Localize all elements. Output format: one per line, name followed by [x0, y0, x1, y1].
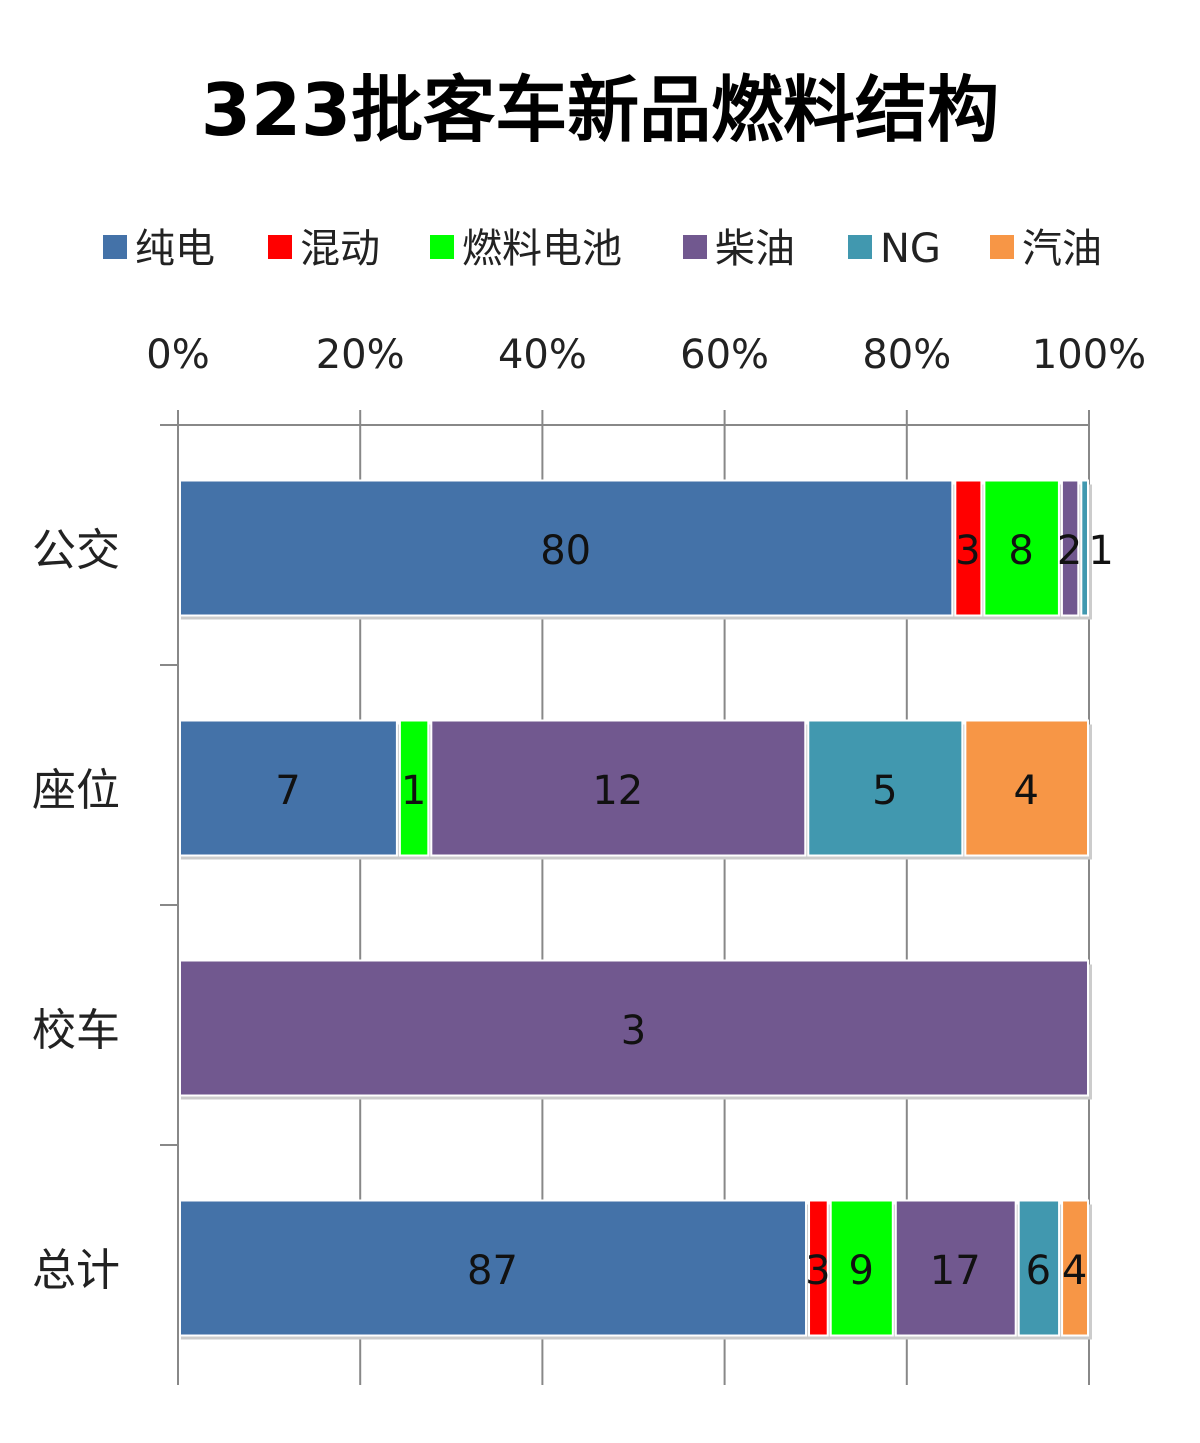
bar-segment — [1080, 479, 1089, 617]
data-label: 80 — [540, 528, 591, 574]
data-label: 17 — [930, 1248, 981, 1294]
bar-segment — [430, 719, 807, 857]
data-label: 4 — [1013, 768, 1038, 814]
bar-segment — [964, 719, 1090, 857]
data-label: 3 — [955, 528, 980, 574]
data-label: 7 — [275, 768, 300, 814]
data-label: 1 — [1088, 528, 1113, 574]
data-label: 6 — [1026, 1248, 1051, 1294]
bar-segment — [894, 1199, 1017, 1337]
bar-segment — [179, 1199, 808, 1337]
data-label: 5 — [872, 768, 897, 814]
bar-segment — [398, 719, 430, 857]
legend-label: 纯电 — [135, 226, 215, 272]
x-tick-label: 80% — [862, 332, 951, 378]
bar-segment — [954, 479, 983, 617]
bar-segment — [1060, 479, 1080, 617]
bar-segment — [808, 1199, 829, 1337]
data-label: 9 — [849, 1248, 874, 1294]
legend-swatch — [430, 235, 454, 259]
legend-swatch — [683, 235, 707, 259]
category-label: 校车 — [32, 1005, 120, 1056]
data-label: 3 — [805, 1248, 830, 1294]
x-tick-label: 20% — [316, 332, 405, 378]
x-tick-label: 100% — [1032, 332, 1146, 378]
legend: 纯电 混动 燃料电池 柴油 NG 汽油 — [103, 226, 1102, 272]
bar-segment — [1061, 1199, 1089, 1337]
x-tick-label: 40% — [498, 332, 587, 378]
legend-label: 柴油 — [715, 226, 795, 272]
legend-swatch — [268, 235, 292, 259]
x-tick-label: 0% — [146, 332, 209, 378]
legend-swatch — [103, 235, 127, 259]
bar-segment — [179, 719, 398, 857]
data-label: 87 — [467, 1248, 518, 1294]
data-label: 1 — [401, 768, 426, 814]
plot-area: 公交 80 3 8 2 1座位 7 1 12 5 4校车 3总计 87 3 9 17 6 4 — [32, 479, 1114, 1340]
legend-label: 混动 — [300, 226, 380, 272]
data-label: 4 — [1062, 1248, 1087, 1294]
bar-segment — [179, 959, 1089, 1097]
legend-label: NG — [880, 226, 941, 272]
bar-segment — [983, 479, 1060, 617]
category-label: 座位 — [32, 765, 120, 816]
x-axis: 0% 20% 40% 60% 80% 100% — [146, 332, 1146, 1385]
bar-segment — [179, 479, 954, 617]
category-label: 总计 — [32, 1245, 120, 1296]
legend-swatch — [848, 235, 872, 259]
data-label: 2 — [1057, 528, 1082, 574]
bar-segment — [807, 719, 964, 857]
chart-title: 323批客车新品燃料结构 — [201, 68, 999, 152]
x-tick-label: 60% — [680, 332, 769, 378]
data-label: 3 — [621, 1008, 646, 1054]
bar-segment — [1017, 1199, 1061, 1337]
category-label: 公交 — [32, 525, 120, 576]
data-label: 12 — [592, 768, 643, 814]
legend-swatch — [990, 235, 1014, 259]
legend-label: 汽油 — [1022, 226, 1102, 272]
bar-segment — [829, 1199, 894, 1337]
data-label: 8 — [1008, 528, 1033, 574]
legend-label: 燃料电池 — [462, 226, 622, 272]
